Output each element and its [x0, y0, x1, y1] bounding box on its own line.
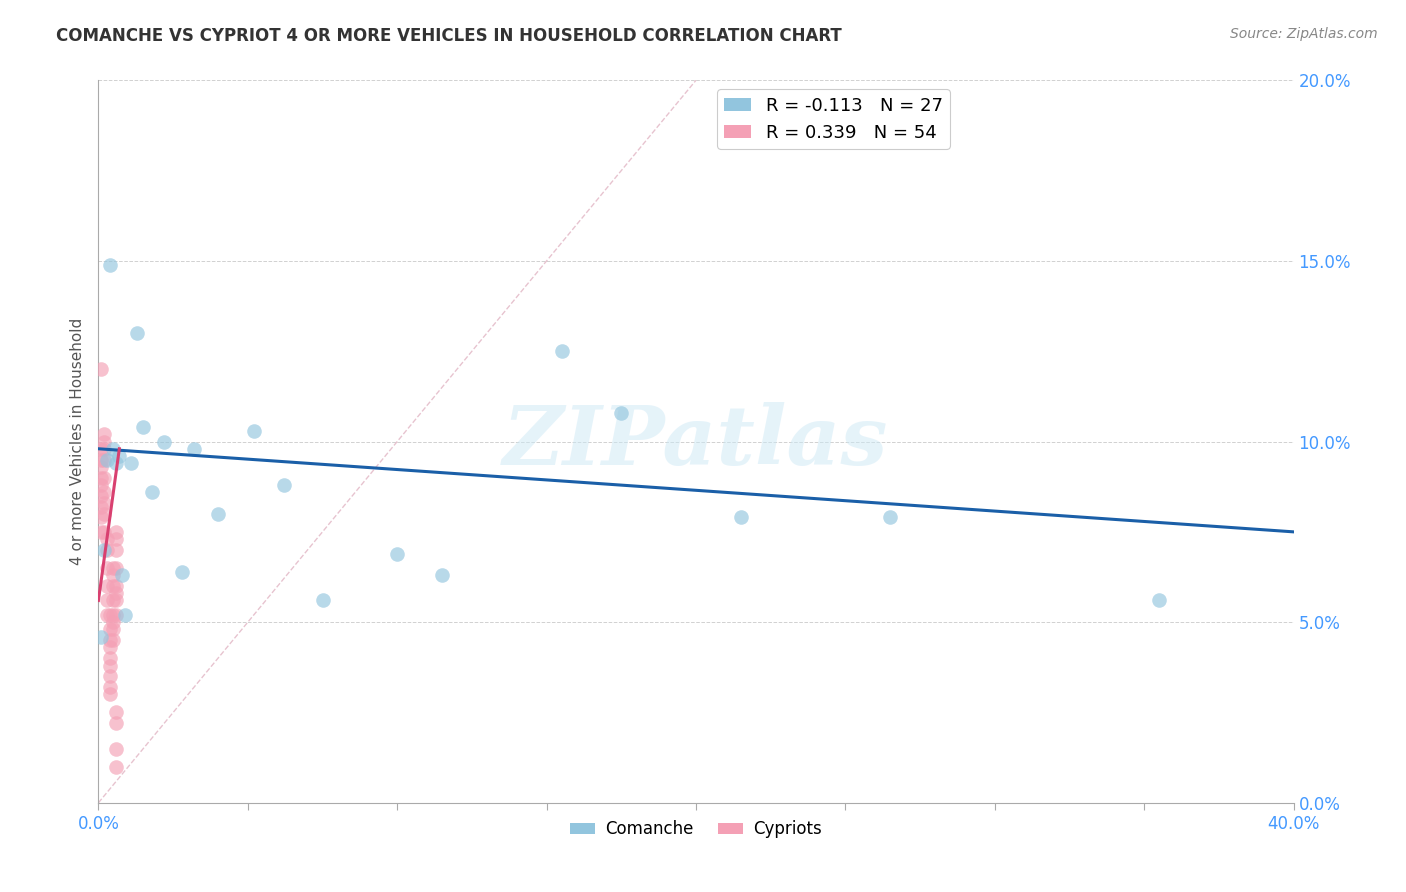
- Point: [90, 471, 112, 485]
- Point: [103, 607, 125, 622]
- Point: [108, 449, 131, 463]
- Point: [90, 452, 112, 467]
- Point: [105, 716, 128, 731]
- Point: [96, 452, 118, 467]
- Point: [105, 760, 128, 774]
- Point: [103, 593, 125, 607]
- Point: [273, 478, 295, 492]
- Point: [96, 561, 118, 575]
- Y-axis label: 4 or more Vehicles in Household: 4 or more Vehicles in Household: [69, 318, 84, 566]
- Point: [90, 630, 112, 644]
- Point: [550, 344, 572, 359]
- Point: [172, 565, 194, 579]
- Point: [610, 406, 633, 420]
- Point: [103, 561, 125, 575]
- Point: [111, 568, 134, 582]
- Point: [105, 579, 128, 593]
- Point: [141, 485, 163, 500]
- Point: [90, 489, 112, 503]
- Point: [93, 427, 115, 442]
- Point: [90, 524, 112, 539]
- Point: [98, 623, 122, 637]
- Point: [311, 593, 333, 607]
- Point: [132, 420, 155, 434]
- Point: [93, 434, 115, 449]
- Point: [90, 478, 112, 492]
- Point: [98, 258, 122, 272]
- Point: [105, 532, 128, 546]
- Point: [879, 510, 901, 524]
- Point: [98, 658, 122, 673]
- Point: [103, 633, 125, 648]
- Point: [114, 607, 136, 622]
- Point: [93, 524, 115, 539]
- Text: ZIPatlas: ZIPatlas: [503, 401, 889, 482]
- Point: [93, 442, 115, 456]
- Point: [105, 524, 128, 539]
- Legend: Comanche, Cypriots: Comanche, Cypriots: [564, 814, 828, 845]
- Point: [96, 607, 118, 622]
- Point: [96, 593, 118, 607]
- Point: [183, 442, 205, 456]
- Point: [430, 568, 453, 582]
- Point: [98, 669, 122, 683]
- Point: [98, 607, 122, 622]
- Point: [243, 424, 266, 438]
- Text: COMANCHE VS CYPRIOT 4 OR MORE VEHICLES IN HOUSEHOLD CORRELATION CHART: COMANCHE VS CYPRIOT 4 OR MORE VEHICLES I…: [56, 27, 842, 45]
- Point: [105, 593, 128, 607]
- Point: [103, 579, 125, 593]
- Point: [93, 471, 115, 485]
- Point: [96, 579, 118, 593]
- Point: [105, 561, 128, 575]
- Point: [730, 510, 752, 524]
- Point: [93, 542, 115, 557]
- Point: [96, 542, 118, 557]
- Point: [1147, 593, 1170, 607]
- Text: Source: ZipAtlas.com: Source: ZipAtlas.com: [1230, 27, 1378, 41]
- Point: [105, 456, 128, 470]
- Point: [93, 452, 115, 467]
- Point: [90, 510, 112, 524]
- Point: [98, 640, 122, 655]
- Point: [105, 607, 128, 622]
- Point: [98, 687, 122, 701]
- Point: [96, 532, 118, 546]
- Point: [98, 651, 122, 665]
- Point: [103, 615, 125, 630]
- Point: [93, 485, 115, 500]
- Point: [98, 680, 122, 694]
- Point: [385, 547, 409, 561]
- Point: [90, 500, 112, 514]
- Point: [103, 623, 125, 637]
- Point: [98, 633, 122, 648]
- Point: [105, 706, 128, 720]
- Point: [127, 326, 149, 340]
- Point: [90, 442, 112, 456]
- Point: [93, 496, 115, 510]
- Point: [105, 542, 128, 557]
- Point: [105, 741, 128, 756]
- Point: [90, 362, 112, 376]
- Point: [153, 434, 176, 449]
- Point: [105, 586, 128, 600]
- Point: [120, 456, 142, 470]
- Point: [93, 507, 115, 521]
- Point: [207, 507, 229, 521]
- Point: [90, 459, 112, 474]
- Point: [103, 442, 125, 456]
- Point: [103, 568, 125, 582]
